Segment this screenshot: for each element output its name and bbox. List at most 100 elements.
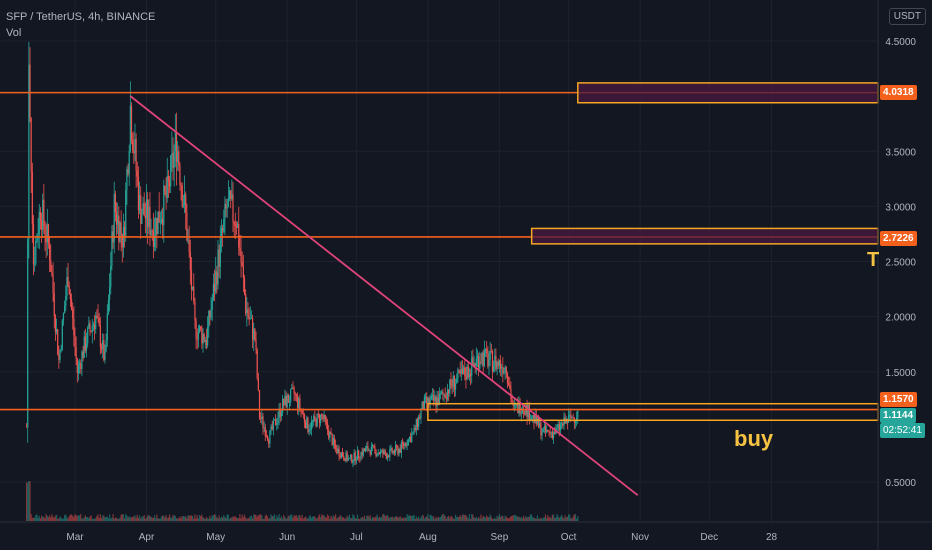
candle-body <box>452 375 454 387</box>
candle-body <box>362 449 364 456</box>
volume-bar <box>564 515 566 521</box>
volume-bar <box>136 514 138 521</box>
candle-body <box>210 309 212 318</box>
price-tag-level-mid: 2.7226 <box>880 231 917 246</box>
volume-bar <box>96 515 98 521</box>
volume-bar <box>388 516 390 521</box>
volume-bar <box>70 514 73 521</box>
candle-body <box>406 444 408 446</box>
candle-body <box>320 414 322 423</box>
currency-unit-button[interactable]: USDT <box>888 8 926 25</box>
volume-bar <box>81 518 83 521</box>
volume-bar <box>262 518 264 521</box>
candle-body <box>97 316 99 318</box>
volume-bar <box>52 516 54 521</box>
candle-body <box>373 445 375 447</box>
volume-bar <box>459 515 461 521</box>
candle-body <box>148 207 150 227</box>
trendline[interactable] <box>129 95 639 496</box>
candle-body <box>454 383 457 390</box>
volume-bar <box>270 514 272 521</box>
candle-body <box>40 220 43 230</box>
candle-body <box>389 448 391 458</box>
candle-body <box>360 452 362 459</box>
candle-body <box>356 450 359 460</box>
volume-bar <box>467 518 469 521</box>
buy-label: buy <box>734 426 774 451</box>
volume-bar <box>153 515 156 521</box>
candle-body <box>69 294 71 300</box>
volume-bar <box>504 515 506 521</box>
zone-rectangle[interactable] <box>530 227 879 245</box>
candle-body <box>194 301 196 321</box>
candle-body <box>295 394 298 396</box>
candle-body <box>488 360 490 367</box>
volume-bar <box>416 518 419 521</box>
zone-rectangle[interactable] <box>577 82 879 104</box>
candle-body <box>311 421 314 422</box>
candle-body <box>409 436 412 442</box>
candle-body <box>231 194 233 200</box>
volume-bar <box>352 514 354 521</box>
volume-bar <box>84 515 86 521</box>
candle-body <box>163 185 165 226</box>
candle-body <box>325 420 328 423</box>
descending-trendline[interactable] <box>129 95 639 496</box>
volume-bar <box>322 515 324 521</box>
volume-bar <box>340 516 342 521</box>
candle-body <box>482 352 484 366</box>
candle-body <box>466 366 468 380</box>
volume-bar <box>336 518 338 521</box>
volume-bar <box>186 518 188 521</box>
candle-body <box>355 459 357 462</box>
volume-bar <box>436 518 438 521</box>
candle-body <box>535 414 537 424</box>
volume-bar <box>463 514 465 521</box>
candle-body <box>468 374 471 378</box>
candle-body <box>143 203 145 216</box>
candle-body <box>215 271 217 292</box>
candle-body <box>459 370 461 374</box>
candle-body <box>305 421 307 429</box>
candle-body <box>230 190 232 200</box>
volume-bar <box>249 515 251 521</box>
volume-bar <box>230 517 232 521</box>
candle-body <box>149 207 151 236</box>
volume-bar <box>202 517 204 521</box>
candle-body <box>159 222 161 224</box>
candle-body <box>298 398 300 408</box>
candle-body <box>567 415 570 423</box>
candle-body <box>508 383 510 386</box>
volume-bar <box>74 514 76 521</box>
volume-bar <box>390 517 392 521</box>
candle-body <box>130 105 133 141</box>
candle-body <box>450 379 452 386</box>
candle-body <box>376 454 378 456</box>
candle-body <box>238 223 240 248</box>
volume-bar <box>50 517 52 521</box>
candle-body <box>223 219 225 232</box>
volume-bar <box>35 515 37 521</box>
candle-body <box>220 228 223 239</box>
candle-body <box>375 449 377 456</box>
volume-bar <box>386 514 389 521</box>
candle-body <box>287 395 289 403</box>
volume-bar <box>182 515 185 521</box>
volume-bar <box>265 514 268 521</box>
candle-body <box>257 378 259 391</box>
volume-bar <box>501 515 503 521</box>
candle-body <box>277 418 279 424</box>
candle-body <box>463 367 465 374</box>
volume-bar <box>350 518 352 521</box>
volume-bar <box>82 518 84 521</box>
candle-body <box>200 326 202 330</box>
volume-bar <box>452 518 454 521</box>
candle-body <box>424 396 427 398</box>
volume-bar <box>435 517 437 521</box>
candle-body <box>64 306 66 314</box>
candle-body <box>235 226 238 228</box>
candle-body <box>209 311 211 318</box>
volume-bar <box>299 514 301 521</box>
volume-bar <box>399 516 401 521</box>
